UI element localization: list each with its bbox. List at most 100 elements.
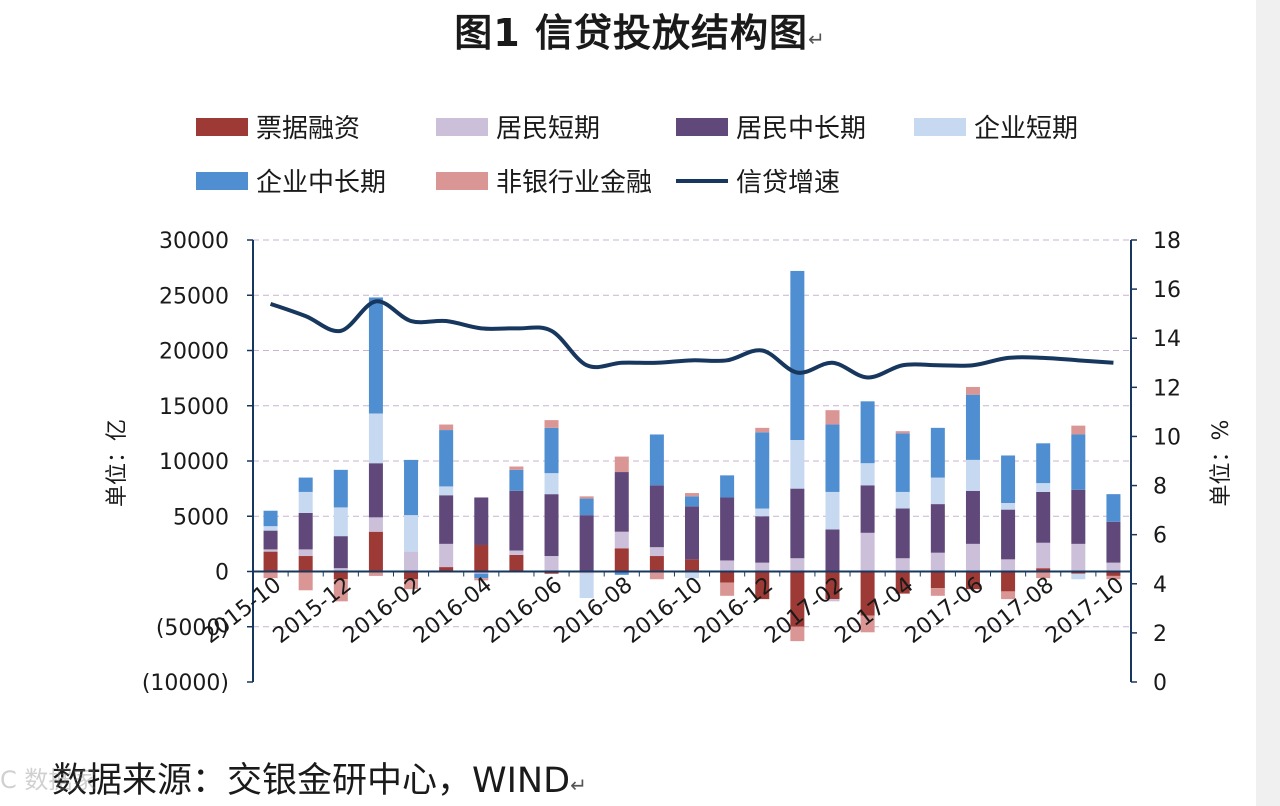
bar-segment	[368, 517, 383, 532]
bar-segment	[509, 466, 524, 470]
bar-segment	[930, 552, 945, 572]
legend-swatch-household-short	[436, 117, 488, 136]
right-axis-title: 单位：%	[1209, 420, 1234, 507]
left-tick-label: 0	[215, 561, 229, 586]
return-mark: ↵	[807, 27, 826, 51]
right-tick-label: 6	[1153, 524, 1167, 549]
bar-segment	[509, 490, 524, 551]
bar-segment	[404, 515, 419, 552]
bar-segment	[474, 544, 489, 572]
legend-label-household-long: 居民中长期	[736, 114, 867, 144]
bar-segment	[1106, 562, 1121, 572]
bar-segment	[439, 495, 454, 544]
bar-segment	[895, 433, 910, 492]
bar-segment	[579, 515, 594, 572]
bar-segment	[298, 549, 313, 557]
bar-segment	[1036, 443, 1051, 484]
right-tick-label: 8	[1153, 475, 1167, 500]
legend-label-household-short: 居民短期	[496, 114, 601, 144]
right-tick-label: 16	[1153, 278, 1181, 303]
bar-segment	[790, 488, 805, 559]
bar-segment	[614, 531, 629, 549]
bar-segment	[263, 549, 278, 552]
chart-title-text: 图1 信贷投放结构图	[454, 11, 808, 55]
bar-segment	[439, 567, 454, 572]
bar-segment	[1036, 542, 1051, 569]
bar-segment	[649, 571, 664, 580]
bar-segment	[579, 498, 594, 516]
bar-segment	[930, 427, 945, 478]
right-tick-label: 4	[1153, 573, 1167, 598]
bar-segment	[614, 571, 629, 575]
legend-swatch-nonbank	[436, 171, 488, 190]
right-tick-label: 12	[1153, 376, 1181, 401]
bar-segment	[1036, 491, 1051, 543]
left-tick-label: (5000)	[156, 616, 229, 641]
bar-segment	[825, 529, 840, 572]
bar-segment	[685, 506, 699, 560]
bar-segment	[965, 490, 980, 544]
left-tick-label: 5000	[173, 505, 229, 530]
bar-segment	[1071, 543, 1086, 572]
bar-segment	[1036, 571, 1051, 579]
bar-segment	[509, 469, 524, 491]
bar-segment	[439, 543, 454, 568]
bar-segment	[614, 548, 629, 572]
bar-segment	[263, 530, 278, 550]
bar-segment	[720, 560, 735, 572]
bar-segment	[755, 562, 770, 572]
bar-segment	[1001, 455, 1016, 503]
bar-segment	[1001, 571, 1016, 592]
bar-segment	[544, 420, 559, 428]
legend-item-corporate-short: 企业短期	[914, 108, 1078, 145]
bar-segment	[579, 496, 594, 499]
bar-segment	[404, 551, 419, 572]
x-tick-label: 2017-10	[1041, 573, 1129, 649]
bar-segment	[860, 532, 875, 572]
bar-segment	[790, 571, 805, 627]
bar-segment	[930, 477, 945, 505]
credit-growth-line	[269, 299, 1114, 380]
bar-segment	[965, 394, 980, 460]
bar-segment	[368, 413, 383, 464]
legend-swatch-corporate-short	[914, 117, 966, 136]
source-note: 数据来源：交银金研中心，WIND↵	[52, 752, 587, 803]
source-return-mark: ↵	[570, 773, 587, 797]
bar-segment	[1001, 559, 1016, 572]
bar-segment	[755, 427, 770, 433]
legend-item-credit-growth: 信贷增速	[676, 162, 840, 199]
bar-segment	[649, 547, 664, 557]
legend-item-household-short: 居民短期	[436, 108, 600, 145]
bar-segment	[1106, 571, 1121, 576]
bar-segment	[474, 571, 489, 574]
bar-segment	[263, 551, 278, 572]
bar-segment	[1001, 591, 1016, 600]
bar-segment	[860, 485, 875, 533]
right-tick-label: 10	[1153, 425, 1181, 450]
bar-segment	[404, 459, 419, 516]
left-tick-label: 15000	[159, 395, 229, 420]
legend-item-household-long: 居民中长期	[676, 108, 866, 145]
left-axis-title: 单位：亿	[105, 419, 130, 507]
bar-segment	[930, 504, 945, 553]
legend-item-nonbank: 非银行业金融	[436, 162, 652, 199]
bar-segment	[368, 463, 383, 518]
legend-swatch-bill-financing	[196, 117, 248, 136]
bar-segment	[965, 543, 980, 572]
bar-segment	[333, 571, 348, 580]
bar-segment	[614, 456, 629, 473]
right-tick-label: 14	[1153, 327, 1181, 352]
bar-segment	[1036, 483, 1051, 492]
bar-segment	[474, 497, 489, 545]
bar-segment	[790, 626, 805, 642]
bar-segment	[860, 401, 875, 464]
bar-segment	[544, 427, 559, 474]
bar-segment	[263, 571, 278, 579]
bar-segment	[930, 588, 945, 596]
bar-segment	[825, 424, 840, 492]
bar-segment	[720, 571, 735, 583]
bar-segment	[965, 386, 980, 395]
bar-segment	[685, 572, 699, 579]
bar-segment	[404, 571, 419, 580]
bar-segment	[720, 497, 735, 561]
